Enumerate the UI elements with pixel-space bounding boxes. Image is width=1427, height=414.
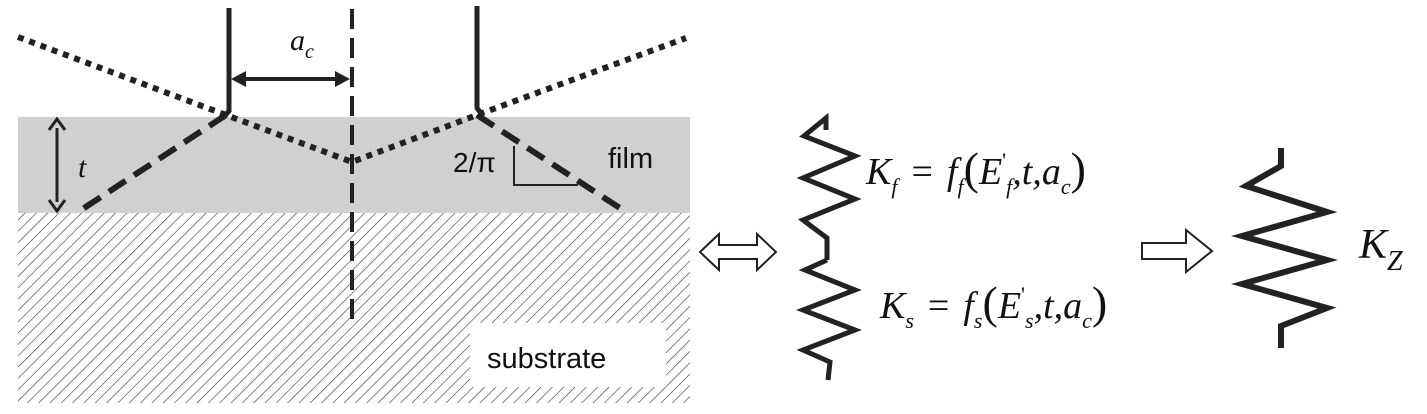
label-ac: ac: [290, 24, 314, 63]
equivalence-right-arrow: [1141, 227, 1214, 275]
equivalence-double-arrow: [698, 231, 778, 273]
label-slope: 2/π: [453, 147, 496, 178]
contact-radius-arrow: [231, 71, 350, 87]
spring-substrate: [796, 257, 862, 381]
spring-equivalent: [1230, 148, 1339, 348]
label-t: t: [78, 151, 87, 184]
ks-equation: Ks = fs(E's,t,ac): [879, 277, 1107, 333]
substrate-label-box: [470, 323, 666, 387]
slope-triangle: [513, 146, 578, 186]
series-springs: [796, 112, 862, 381]
film-label: film: [608, 143, 653, 175]
spring-film: [796, 112, 862, 260]
kz-label: KZ: [1358, 222, 1403, 277]
deformed-surface-dotted: [16, 34, 688, 166]
indenter-edge-left: [221, 8, 232, 120]
kf-equation: Kf = ff(E'f,t,ac): [865, 143, 1086, 199]
substrate-label: substrate: [487, 343, 606, 375]
thickness-arrow: [47, 116, 67, 214]
indentation-schematic: substrate ac t 2/π film: [16, 6, 690, 403]
indenter-edge-right: [474, 6, 485, 118]
